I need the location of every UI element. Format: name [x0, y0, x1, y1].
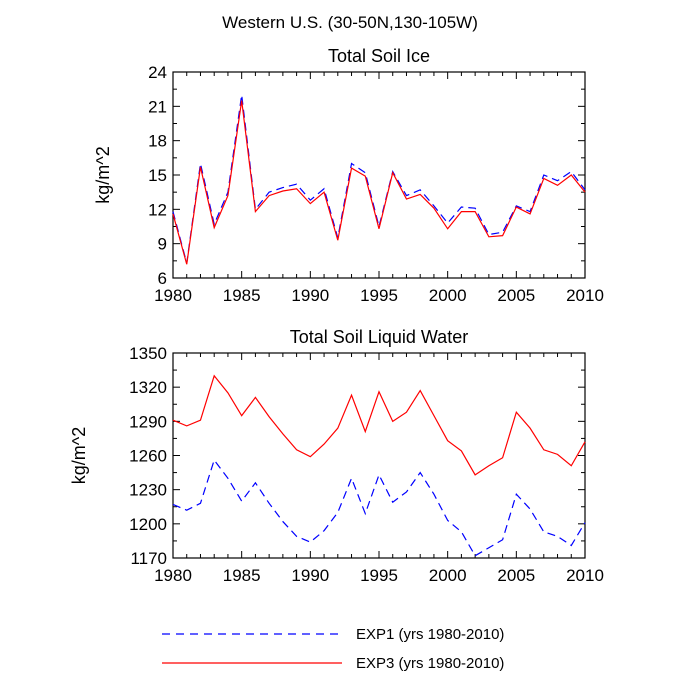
panel-title: Total Soil Liquid Water [290, 327, 468, 347]
x-tick-label: 1980 [154, 566, 192, 585]
legend: EXP1 (yrs 1980-2010) EXP3 (yrs 1980-2010… [162, 626, 504, 672]
y-tick-label: 1350 [129, 344, 167, 363]
y-tick-label: 1290 [129, 412, 167, 431]
y-tick-label: 9 [158, 235, 167, 254]
y-tick-label: 24 [148, 63, 167, 82]
x-tick-label: 2005 [497, 286, 535, 305]
y-tick-label: 1200 [129, 515, 167, 534]
plot-frame [172, 352, 586, 559]
panel-soil-ice: Total Soil Ice 1980 1985 1990 1995 2000 2005 20… [93, 46, 604, 305]
y-tick-label: 12 [148, 200, 167, 219]
x-tick-label: 2010 [566, 566, 604, 585]
x-tick-label: 2005 [497, 566, 535, 585]
x-tick-label: 2000 [429, 286, 467, 305]
legend-label-exp1: EXP1 (yrs 1980-2010) [356, 626, 504, 643]
series-line-exp3 [172, 100, 586, 265]
y-tick-label: 6 [158, 269, 167, 288]
panel-soil-liquid-water: Total Soil Liquid Water 1980 1985 1990 1995 2… [69, 327, 604, 585]
panel-title: Total Soil Ice [328, 46, 430, 66]
series-line-exp1 [172, 458, 586, 557]
x-tick-label: 1990 [291, 566, 329, 585]
series-line-exp1 [172, 94, 586, 264]
x-tick-label: 1995 [360, 566, 398, 585]
plot-frame [172, 71, 586, 279]
x-tick-label: 2010 [566, 286, 604, 305]
y-axis-label: kg/m^2 [93, 146, 113, 203]
y-tick-label: 1320 [129, 378, 167, 397]
figure-title: Western U.S. (30-50N,130-105W) [222, 13, 478, 32]
y-tick-label: 1170 [130, 549, 167, 568]
y-tick-label: 15 [148, 166, 167, 185]
y-axis-label: kg/m^2 [69, 427, 89, 484]
y-tick-label: 1230 [129, 481, 167, 500]
x-tick-label: 1990 [291, 286, 329, 305]
x-tick-label: 2000 [429, 566, 467, 585]
x-tick-label: 1985 [223, 286, 261, 305]
y-tick-label: 18 [148, 132, 167, 151]
x-tick-label: 1980 [154, 286, 192, 305]
series-line-exp3 [172, 374, 586, 476]
x-tick-label: 1995 [360, 286, 398, 305]
x-tick-label: 1985 [223, 566, 261, 585]
y-tick-label: 21 [148, 97, 167, 116]
y-tick-label: 1260 [129, 447, 167, 466]
legend-label-exp3: EXP3 (yrs 1980-2010) [356, 655, 504, 672]
